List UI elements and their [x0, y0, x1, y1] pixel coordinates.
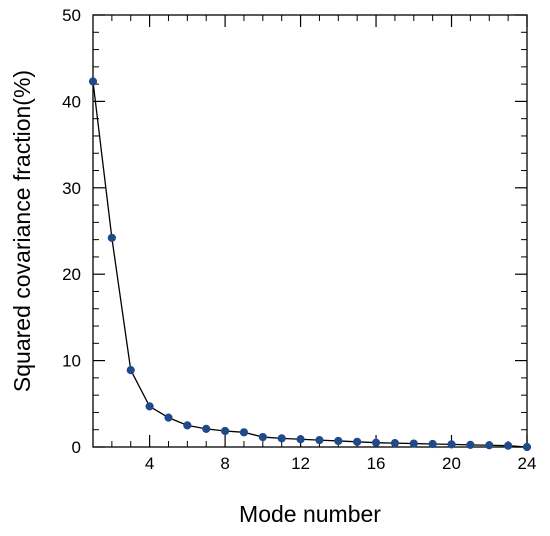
y-tick-labels: 0 10 20 30 40 50 [62, 6, 81, 457]
data-point [409, 439, 418, 448]
data-point [353, 437, 362, 446]
data-point [220, 426, 230, 436]
data-point [466, 440, 475, 449]
data-point [315, 435, 324, 445]
data-point [202, 424, 211, 433]
y-tick-label: 10 [62, 352, 81, 371]
data-point [183, 421, 192, 430]
data-point [239, 428, 249, 437]
y-tick-label: 30 [62, 179, 81, 198]
data-point [522, 442, 532, 452]
major-ticks [93, 14, 528, 448]
data-point [126, 366, 135, 375]
data-point [107, 233, 116, 243]
x-tick-label: 4 [145, 454, 154, 473]
x-tick-labels: 4 8 12 16 20 24 [145, 454, 537, 473]
x-tick-label: 24 [518, 454, 537, 473]
y-tick-label: 20 [62, 265, 81, 284]
data-point [447, 440, 456, 449]
data-point [390, 439, 400, 448]
data-point [334, 436, 343, 446]
minor-ticks [92, 15, 527, 447]
x-tick-label: 20 [442, 454, 461, 473]
data-point [296, 435, 305, 444]
data-point [88, 77, 98, 86]
data-point [258, 432, 267, 442]
y-tick-label: 0 [72, 438, 81, 457]
x-axis-label: Mode number [239, 501, 381, 527]
y-tick-label: 50 [62, 6, 81, 25]
plot-frame [92, 14, 528, 448]
series-points [88, 77, 532, 452]
data-point [277, 434, 286, 443]
data-point [485, 441, 494, 450]
data-point [371, 438, 381, 447]
data-point [428, 439, 437, 449]
y-axis-label: Squared covariance fraction(%) [9, 70, 35, 392]
x-tick-label: 16 [367, 454, 386, 473]
data-point [504, 441, 513, 450]
x-tick-label: 8 [220, 454, 229, 473]
y-tick-label: 40 [62, 92, 81, 111]
series-line [92, 81, 528, 448]
x-tick-label: 12 [291, 454, 310, 473]
data-point [164, 413, 173, 422]
data-point [145, 402, 154, 411]
